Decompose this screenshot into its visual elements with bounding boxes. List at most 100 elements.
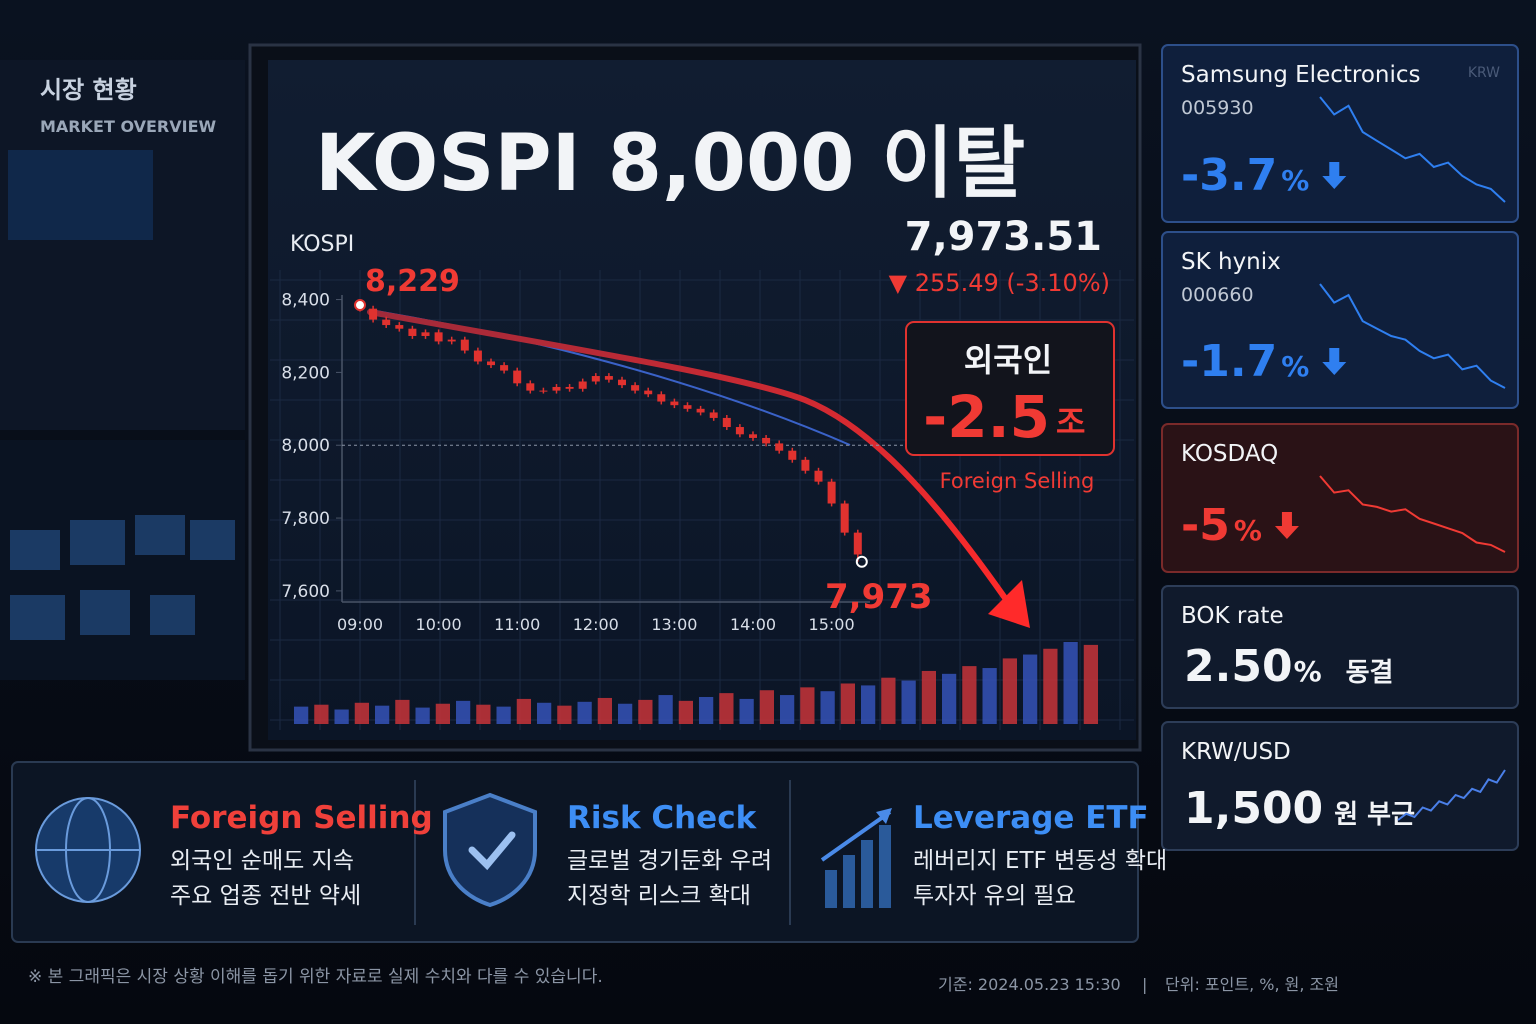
candle-body [487,361,495,366]
candle-body [552,386,561,391]
card-line: 레버리지 ETF 변동성 확대 [913,848,1167,874]
candle-body [644,390,653,395]
panel-name: BOK rate [1181,603,1284,629]
volume-bar [1023,654,1038,724]
x-tick-label: 13:00 [651,615,697,634]
panel-code: 005930 [1181,97,1254,119]
volume-bar [354,702,369,724]
volume-bar [476,704,491,724]
volume-bar [375,705,390,724]
volume-bar [942,673,957,724]
volume-bar [557,705,572,724]
candle-body [683,405,692,409]
y-tick-label: 8,200 [281,363,330,383]
monitor [10,595,65,640]
icon-bar [843,855,855,908]
icon-bar [879,825,891,908]
panel-unit: % [1281,350,1309,383]
candle-body [591,376,600,382]
panel-value: 1,500 [1184,783,1323,834]
price: 7,973.51 [905,214,1102,260]
y-tick-label: 7,800 [281,509,330,529]
x-tick-label: 12:00 [573,615,619,634]
card-line: 외국인 순매도 지속 [170,848,354,874]
arrow-head [988,580,1030,628]
foreign-caption: Foreign Selling [940,469,1095,493]
volume-bar [759,690,774,724]
volume-bar [1043,648,1058,724]
candle-body [801,459,810,471]
candle-body [853,532,862,555]
candle-body [500,365,509,371]
candle-body [526,383,535,391]
panel-value: 2.50 [1184,641,1293,692]
x-tick-label: 15:00 [809,615,855,634]
volume-bar [395,699,410,724]
foreign-box [905,321,1115,456]
volume-bar [739,698,754,724]
volume-bar [1083,644,1098,724]
volume-bar [699,696,714,724]
down-arrow [1274,512,1299,539]
card-line: 주요 업종 전반 약세 [170,883,361,909]
volume-bar [719,693,734,724]
volume-bar [496,706,511,724]
sparkline [1319,283,1506,389]
volume-bar [435,703,450,724]
panel-currency: KRW [1468,65,1500,81]
panel-change: -1.7 [1181,336,1277,387]
side-panel [1161,585,1519,709]
volume-bar [415,707,430,724]
volume-bar [962,666,977,724]
y-tick-label: 7,600 [281,582,330,602]
volume-bar [658,695,673,724]
volume-bar [861,685,876,724]
candle-body [722,417,731,428]
trend-arrow [367,309,1008,601]
volume-bar [537,702,552,724]
growth-icon [820,808,892,908]
panel-unit: % [1234,514,1262,547]
x-tick-label: 14:00 [730,615,776,634]
cards-strip [11,761,1139,943]
candle-body [565,386,574,389]
icon-bar [861,840,873,908]
candle-body [814,470,823,482]
panel-note: 동결 [1346,658,1394,688]
volume-bar [901,680,916,724]
side-panel [1161,423,1519,573]
volume-bar [577,701,592,724]
panel-unit: % [1294,655,1322,688]
down-arrow [1322,348,1347,375]
card-title: Risk Check [567,800,758,836]
check [468,831,516,871]
panel-code: 000660 [1181,284,1254,306]
foreign-unit: 조 [1056,403,1085,441]
candle-body [618,379,626,386]
candle-body [473,350,482,362]
candle-body [788,450,797,460]
volume-bar [678,700,693,724]
volume-bar [800,687,815,724]
volume-bar [921,670,936,724]
candle-body [775,443,784,451]
market-board [0,60,245,430]
headline: KOSPI 8,000 이탈 [315,119,1025,209]
candle-body [735,427,744,435]
icon-arrow [820,810,892,862]
low-annotation: 7,973 [825,577,933,617]
basis: 기준: 2024.05.23 15:30 [938,975,1121,994]
volume-bar [334,709,349,724]
card-line: 글로벌 경기둔화 우려 [567,848,772,874]
volume-bar [1063,642,1078,724]
price-change: ▼ 255.49 (-3.10%) [889,269,1110,297]
volume-bar [516,698,531,724]
foreign-label: 외국인 [964,341,1052,379]
separator: | [1142,975,1147,994]
candle-body [840,503,849,533]
panel-name: SK hynix [1181,249,1281,275]
volume-bar [314,704,329,724]
